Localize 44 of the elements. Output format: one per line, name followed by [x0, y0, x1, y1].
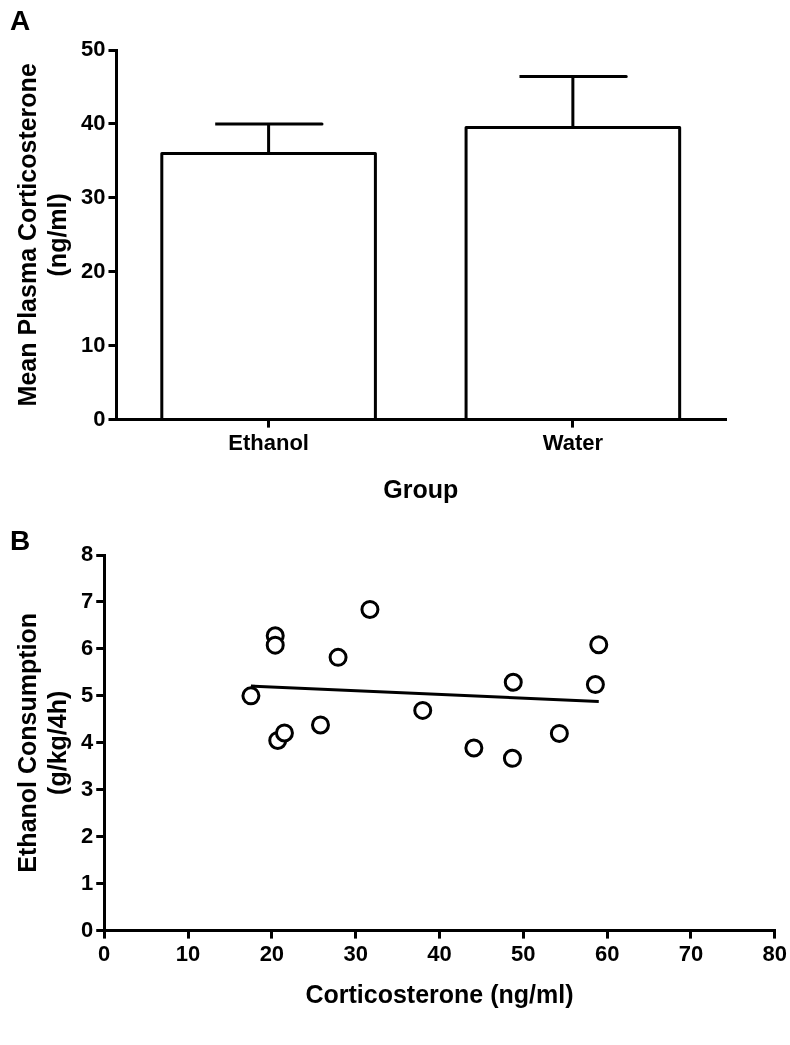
y-tick-label: 20	[80, 257, 106, 283]
point	[328, 647, 348, 667]
text: A	[10, 4, 31, 36]
point	[241, 686, 261, 706]
x-tick-label: Ethanol	[228, 429, 309, 455]
text: B	[10, 524, 31, 556]
point	[589, 635, 609, 655]
y-tick-label: 4	[80, 728, 94, 754]
y-tick-label: 1	[80, 869, 94, 895]
point	[585, 675, 605, 695]
x-tick-label: 10	[175, 940, 201, 966]
point	[502, 748, 522, 768]
x-tick-label: 60	[594, 940, 620, 966]
point	[413, 700, 433, 720]
x-tick-label: Water	[542, 429, 604, 455]
point	[464, 738, 484, 758]
point	[549, 723, 569, 743]
y-tick-label: 0	[80, 916, 94, 942]
point	[503, 672, 523, 692]
point	[310, 715, 330, 735]
x-tick-label: 80	[762, 940, 788, 966]
x-tick-label: 30	[343, 940, 368, 966]
x-tick-label: 50	[511, 940, 536, 966]
point	[265, 635, 285, 655]
y-tick-label: 2	[80, 822, 94, 848]
y-tick-label: 10	[80, 331, 106, 357]
y-tick-label: 3	[80, 775, 94, 801]
y-tick-label: 50	[80, 36, 106, 62]
y-tick-label: 7	[80, 588, 94, 614]
y-tick-label: 6	[80, 634, 94, 660]
x-axis-title: Corticosterone (ng/ml)	[305, 979, 574, 1008]
point	[274, 723, 294, 743]
y-tick-label: 40	[80, 109, 106, 135]
y-tick-label: 0	[93, 405, 106, 431]
y-tick-label: 30	[80, 183, 106, 209]
point	[360, 599, 380, 619]
y-tick-label: 5	[80, 681, 94, 707]
y-axis-title: Mean Plasma Corticosterone (ng/ml)	[12, 63, 71, 407]
x-tick-label: 70	[678, 940, 704, 966]
x-axis-title: Group	[383, 474, 459, 503]
x-tick-label: 20	[259, 940, 285, 966]
x-tick-label: 40	[427, 940, 452, 966]
y-tick-label: 8	[80, 541, 94, 567]
y-axis-title: Ethanol Consumption (g/kg/4h)	[12, 612, 71, 873]
